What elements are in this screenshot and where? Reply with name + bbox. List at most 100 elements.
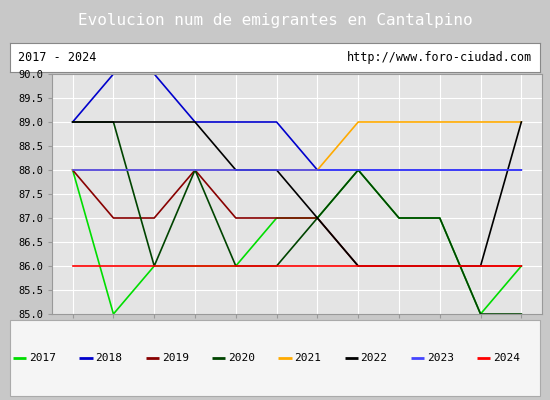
2023 [273,168,280,172]
2023 [110,168,117,172]
2022 [110,120,117,124]
2018 [437,168,443,172]
2019 [233,216,239,220]
2019 [395,264,402,268]
2018 [151,72,157,76]
2021 [110,168,117,172]
2019 [437,264,443,268]
Line: 2021: 2021 [73,122,521,170]
2021 [233,168,239,172]
2022 [518,120,525,124]
2019 [192,168,199,172]
2017 [192,264,199,268]
Text: 2017: 2017 [29,353,56,363]
Text: 2022: 2022 [360,353,388,363]
2022 [355,264,361,268]
2021 [314,168,321,172]
2021 [273,168,280,172]
2018 [110,72,117,76]
2020 [395,216,402,220]
2020 [273,264,280,268]
2018 [233,120,239,124]
2017 [395,216,402,220]
2019 [273,216,280,220]
2017 [233,264,239,268]
2019 [314,216,321,220]
2023 [314,168,321,172]
2024 [273,264,280,268]
Line: 2019: 2019 [73,170,521,266]
2021 [477,120,484,124]
2019 [110,216,117,220]
2024 [69,264,76,268]
2019 [69,168,76,172]
2020 [233,264,239,268]
Text: 2018: 2018 [95,353,123,363]
2021 [192,168,199,172]
2024 [151,264,157,268]
Line: 2018: 2018 [73,74,521,170]
2019 [355,264,361,268]
2019 [477,264,484,268]
2020 [518,312,525,316]
2024 [233,264,239,268]
2017 [518,264,525,268]
2024 [314,264,321,268]
2023 [192,168,199,172]
2023 [518,168,525,172]
2023 [151,168,157,172]
Text: 2019: 2019 [162,353,189,363]
2021 [437,120,443,124]
2020 [477,312,484,316]
Line: 2022: 2022 [73,122,521,266]
2018 [273,120,280,124]
2021 [518,120,525,124]
2017 [151,264,157,268]
Text: 2023: 2023 [427,353,454,363]
Text: http://www.foro-ciudad.com: http://www.foro-ciudad.com [347,51,532,64]
2018 [314,168,321,172]
2022 [69,120,76,124]
2018 [355,168,361,172]
2022 [192,120,199,124]
2017 [437,216,443,220]
2020 [437,216,443,220]
FancyBboxPatch shape [10,320,540,396]
2023 [477,168,484,172]
Line: 2017: 2017 [73,170,521,314]
2018 [192,120,199,124]
2023 [395,168,402,172]
Text: Evolucion num de emigrantes en Cantalpino: Evolucion num de emigrantes en Cantalpin… [78,14,472,28]
Text: 2017 - 2024: 2017 - 2024 [18,51,96,64]
2022 [477,264,484,268]
2022 [395,264,402,268]
2023 [233,168,239,172]
2018 [477,168,484,172]
2023 [355,168,361,172]
2017 [477,312,484,316]
2019 [151,216,157,220]
2020 [151,264,157,268]
2024 [110,264,117,268]
2021 [69,168,76,172]
2020 [355,168,361,172]
2022 [273,168,280,172]
2024 [395,264,402,268]
2017 [110,312,117,316]
2020 [192,168,199,172]
2019 [518,264,525,268]
2024 [437,264,443,268]
2020 [110,120,117,124]
2024 [477,264,484,268]
2023 [69,168,76,172]
2022 [314,216,321,220]
2022 [233,168,239,172]
2018 [395,168,402,172]
2018 [518,168,525,172]
2021 [151,168,157,172]
2022 [437,264,443,268]
2024 [192,264,199,268]
2017 [69,168,76,172]
2022 [151,120,157,124]
2020 [69,120,76,124]
